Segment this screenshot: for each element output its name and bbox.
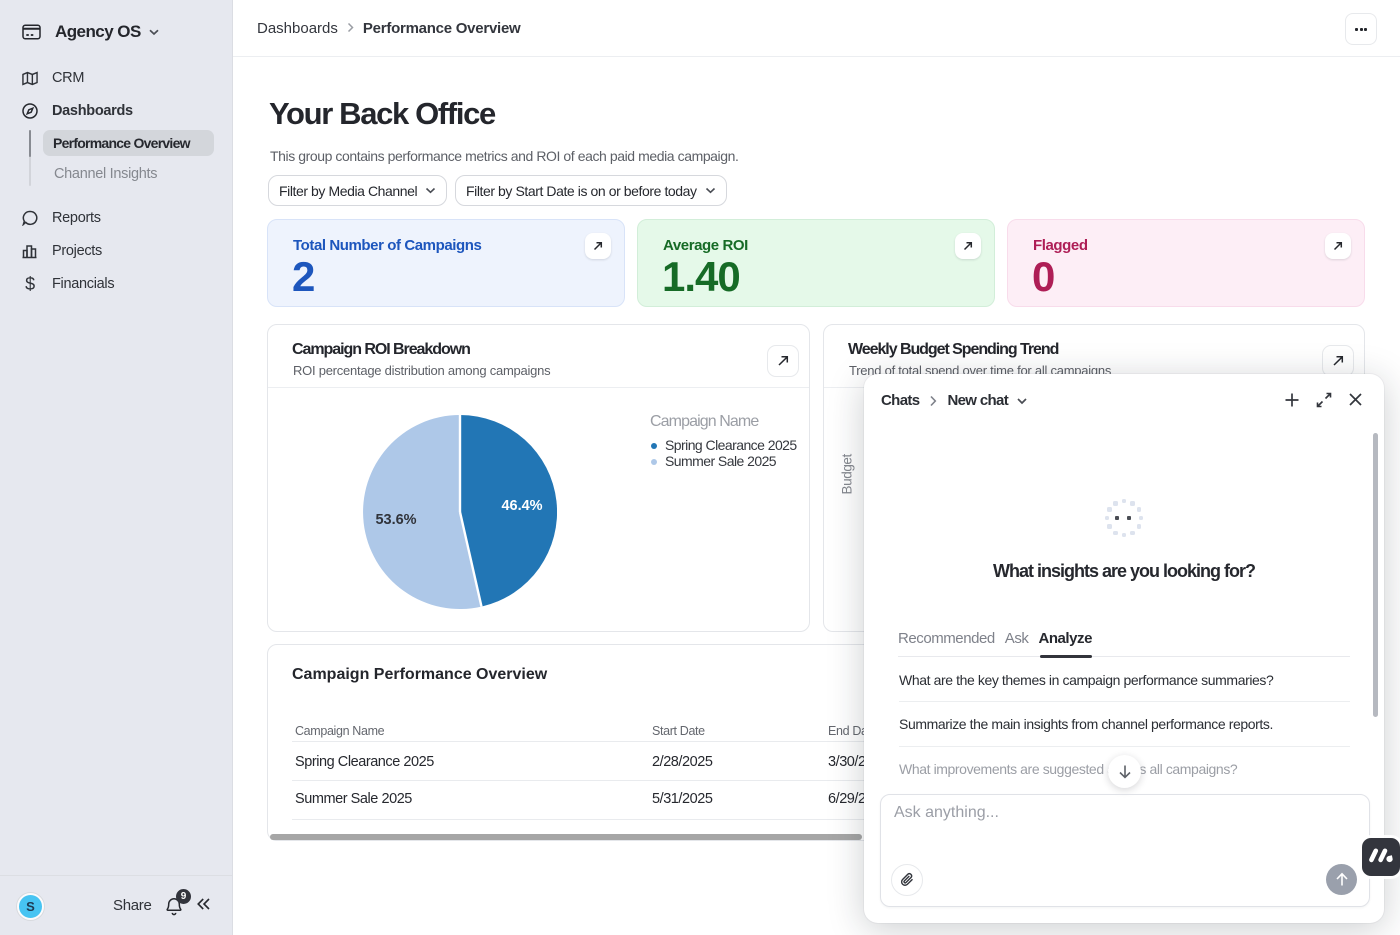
svg-text:53.6%: 53.6% [375, 512, 416, 528]
svg-text:46.4%: 46.4% [501, 498, 542, 514]
